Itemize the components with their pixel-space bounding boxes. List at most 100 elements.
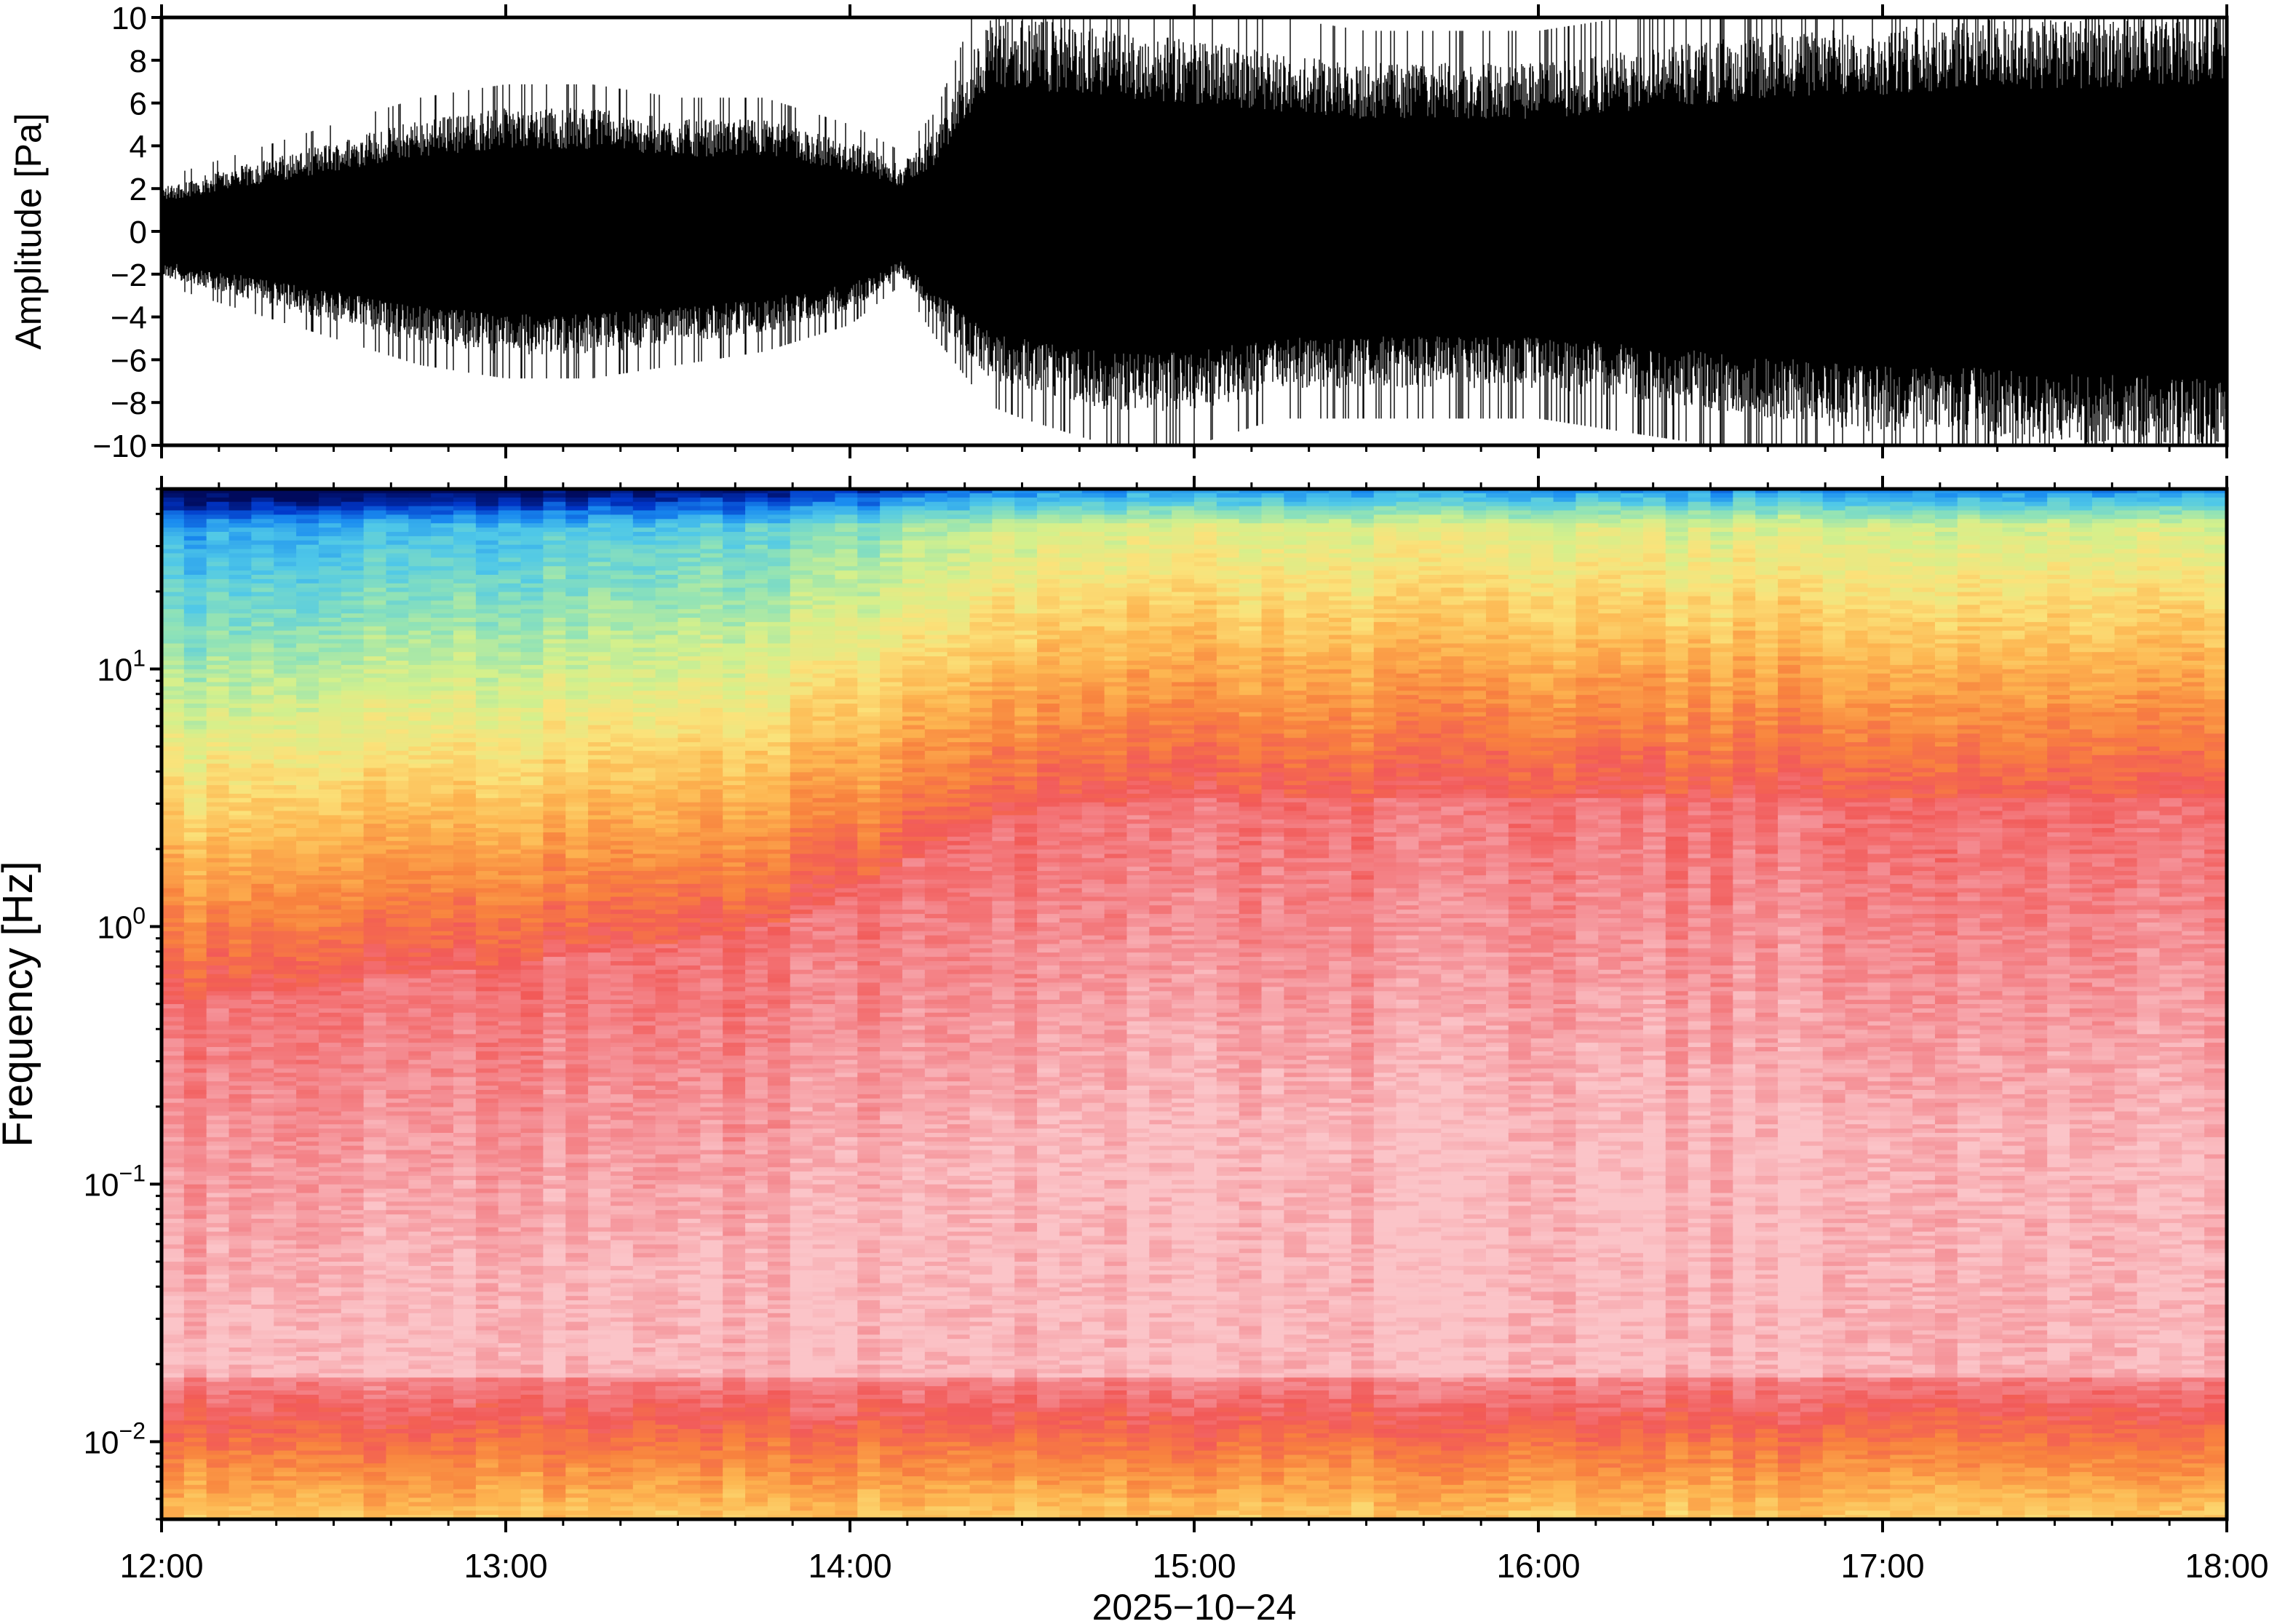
spectrogram-cell (318, 1382, 342, 1387)
spectrogram-cell (610, 1034, 634, 1039)
spectrogram-cell (229, 1167, 253, 1172)
spectrogram-cell (565, 1034, 589, 1039)
spectrogram-cell (251, 1034, 275, 1039)
spectrogram-cell (206, 609, 230, 614)
spectrogram-cell (363, 978, 387, 984)
spectrogram-cell (274, 605, 297, 610)
spectrogram-cell (206, 905, 230, 910)
spectrogram-cell (229, 695, 253, 700)
spectrogram-cell (251, 896, 275, 902)
spectrogram-cell (274, 1240, 297, 1246)
spectrogram-cell (274, 643, 297, 649)
spectrogram-cell (588, 879, 611, 885)
spectrogram-cell (498, 909, 522, 915)
spectrogram-cell (341, 1253, 365, 1258)
spectrogram-cell (453, 1441, 477, 1447)
spectrogram-cell (408, 978, 432, 984)
spectrogram-cell (588, 811, 611, 816)
spectrogram-cell (386, 1145, 410, 1151)
spectrogram-cell (162, 1510, 185, 1516)
spectrogram-cell (183, 1016, 207, 1022)
spectrogram-cell (475, 1025, 499, 1031)
spectrogram-cell (408, 1086, 432, 1091)
spectrogram-cell (543, 523, 567, 528)
spectrogram-cell (520, 1321, 544, 1327)
spectrogram-cell (588, 763, 611, 769)
spectrogram-cell (475, 677, 499, 683)
spectrogram-cell (274, 609, 297, 614)
spectrogram-cell (206, 1210, 230, 1215)
spectrogram-cell (251, 1025, 275, 1031)
spectrogram-cell (408, 1094, 432, 1099)
spectrogram-cell (386, 965, 410, 971)
spectrogram-cell (251, 849, 275, 855)
spectrogram-cell (318, 664, 342, 670)
spectrogram-cell (520, 704, 544, 709)
spectrogram-cell (610, 991, 634, 996)
spectrogram-cell (520, 1484, 544, 1490)
spectrogram-cell (408, 510, 432, 516)
spectrogram-cell (453, 836, 477, 842)
spectrogram-cell (453, 785, 477, 790)
spectrogram-cell (588, 1468, 611, 1473)
spectrogram-cell (498, 1463, 522, 1468)
spectrogram-cell (565, 626, 589, 632)
spectrogram-cell (610, 514, 634, 520)
spectrogram-cell (453, 669, 477, 674)
spectrogram-cell (498, 1038, 522, 1043)
spectrogram-cell (296, 523, 319, 528)
spectrogram-cell (431, 1000, 454, 1005)
spectrogram-cell (341, 1240, 365, 1246)
spectrogram-cell (543, 1343, 567, 1348)
spectrogram-cell (565, 922, 589, 928)
spectrogram-cell (206, 1459, 230, 1465)
spectrogram-cell (588, 892, 611, 898)
spectrogram-cell (251, 888, 275, 893)
spectrogram-cell (543, 879, 567, 885)
spectrogram-cell (386, 1386, 410, 1391)
spectrogram-cell (274, 648, 297, 653)
spectrogram-cell (498, 648, 522, 653)
spectrogram-cell (453, 879, 477, 885)
spectrogram-cell (296, 656, 319, 661)
spectrogram-cell (162, 1274, 185, 1280)
spectrogram-cell (543, 1291, 567, 1297)
spectrogram-cell (408, 747, 432, 752)
spectrogram-cell (206, 1249, 230, 1254)
spectrogram-cell (520, 1249, 544, 1254)
spectrogram-cell (386, 1360, 410, 1366)
spectrogram-cell (162, 1137, 185, 1142)
spectrogram-cell (251, 725, 275, 731)
spectrogram-cell (363, 909, 387, 915)
spectrogram-cell (162, 909, 185, 915)
spectrogram-cell (318, 768, 342, 773)
spectrogram-cell (206, 883, 230, 889)
spectrogram-cell (341, 1043, 365, 1048)
spectrogram-cell (296, 1265, 319, 1271)
spectrogram-cell (363, 532, 387, 537)
spectrogram-cell (251, 802, 275, 808)
spectrogram-cell (520, 909, 544, 915)
spectrogram-cell (520, 587, 544, 593)
spectrogram-cell (498, 888, 522, 893)
spectrogram-cell (588, 1244, 611, 1250)
spectrogram-cell (408, 1000, 432, 1005)
spectrogram-cell (162, 1197, 185, 1203)
spectrogram-cell (318, 1373, 342, 1379)
spectrogram-cell (296, 501, 319, 507)
spectrogram-cell (520, 836, 544, 842)
spectrogram-cell (251, 781, 275, 786)
spectrogram-cell (610, 1107, 634, 1112)
spectrogram-cell (296, 613, 319, 618)
spectrogram-cell (498, 747, 522, 752)
spectrogram-cell (408, 1090, 432, 1095)
spectrogram-cell (565, 725, 589, 731)
spectrogram-cell (318, 1000, 342, 1005)
spectrogram-cell (341, 957, 365, 962)
spectrogram-cell (498, 811, 522, 816)
spectrogram-cell (498, 772, 522, 778)
spectrogram-cell (251, 785, 275, 790)
spectrogram-cell (296, 957, 319, 962)
spectrogram-cell (162, 501, 185, 507)
